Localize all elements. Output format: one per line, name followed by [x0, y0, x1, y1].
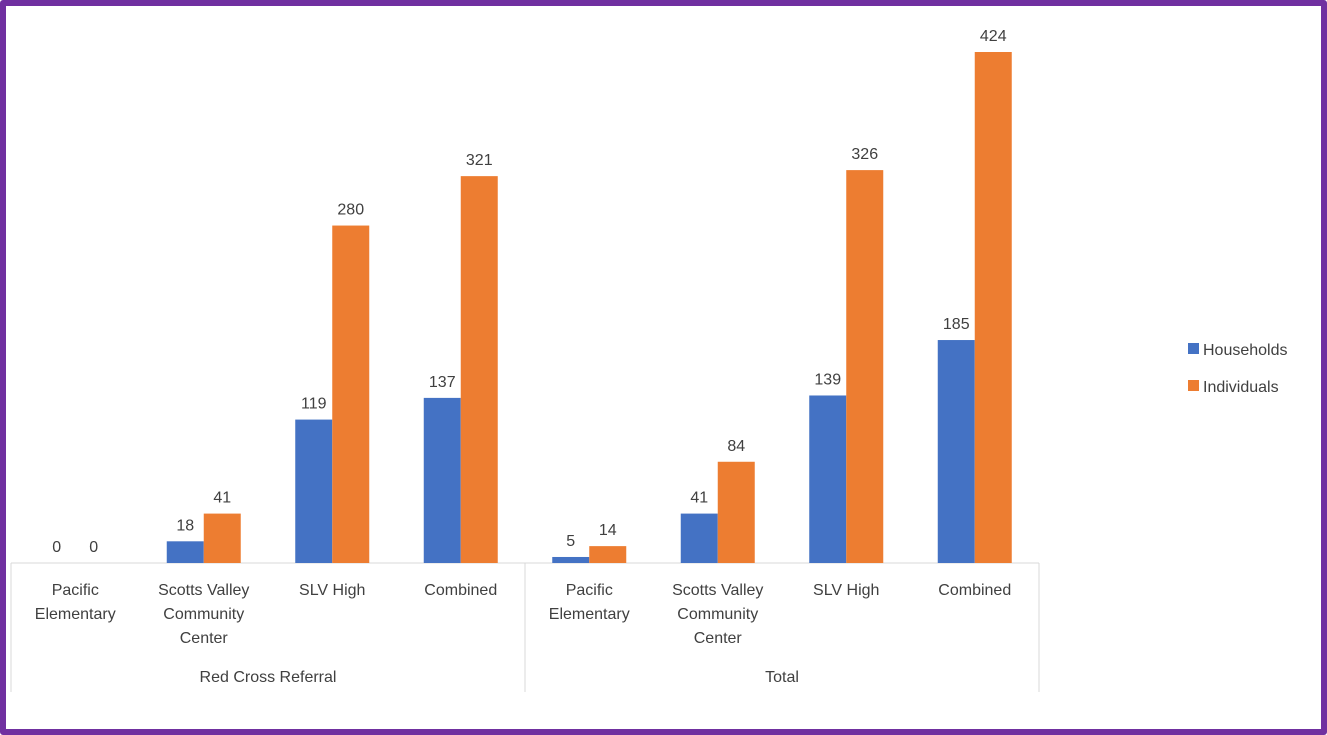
category-label-line: Pacific — [52, 582, 99, 599]
category-labels: Pacific Elementary Scotts Valley Community C… — [35, 582, 1011, 647]
category-label-line: Scotts Valley — [672, 582, 763, 599]
category-label: Combined — [424, 582, 497, 599]
individuals-bar — [974, 52, 1012, 563]
data-labels: 0 18 119 137 5 41 139 185 0 41 280 321 14 84 326 424 — [52, 28, 1006, 556]
households-bar — [552, 556, 590, 563]
households-value-label: 41 — [690, 490, 708, 507]
households-bar — [423, 397, 461, 563]
category-label-line: SLV High — [813, 582, 879, 599]
category-label: Scotts Valley Community Center — [672, 582, 763, 647]
category-label-line: Center — [180, 630, 229, 647]
group-label: Red Cross Referral — [200, 669, 337, 686]
households-value-label: 139 — [814, 371, 841, 388]
category-label-line: SLV High — [299, 582, 365, 599]
category-label-line: Center — [694, 630, 743, 647]
individuals-value-label: 0 — [89, 539, 98, 556]
category-label-line: Combined — [424, 582, 497, 599]
households-value-label: 5 — [566, 533, 575, 550]
households-value-label: 185 — [943, 316, 970, 333]
individuals-value-label: 41 — [213, 490, 231, 507]
category-label: SLV High — [299, 582, 365, 599]
households-value-label: 18 — [176, 517, 194, 534]
category-label: Scotts Valley Community Center — [158, 582, 249, 647]
individuals-bar — [460, 176, 498, 563]
individuals-value-label: 84 — [727, 438, 745, 455]
category-label: SLV High — [813, 582, 879, 599]
individuals-value-label: 14 — [599, 522, 617, 539]
individuals-bar — [846, 170, 884, 563]
individuals-value-label: 321 — [466, 152, 493, 169]
group-labels: Red Cross Referral Total — [200, 669, 799, 686]
category-label-line: Elementary — [549, 606, 630, 623]
individuals-value-label: 280 — [337, 202, 364, 219]
individuals-bar — [589, 546, 627, 563]
category-label: Pacific Elementary — [549, 582, 630, 623]
households-legend-label: Households — [1203, 342, 1288, 359]
legend: Households Individuals — [1188, 342, 1288, 396]
category-label: Combined — [938, 582, 1011, 599]
households-bar — [166, 541, 204, 563]
category-label-line: Elementary — [35, 606, 116, 623]
category-label-line: Community — [163, 606, 244, 623]
bars — [166, 52, 1012, 563]
group-label: Total — [765, 669, 799, 686]
category-label: Pacific Elementary — [35, 582, 116, 623]
individuals-value-label: 326 — [851, 146, 878, 163]
households-value-label: 137 — [429, 374, 456, 391]
individuals-bar — [717, 461, 755, 563]
households-legend-swatch — [1188, 343, 1199, 354]
individuals-bar — [332, 225, 370, 563]
category-label-line: Combined — [938, 582, 1011, 599]
households-bar — [809, 395, 847, 563]
households-bar — [937, 340, 975, 563]
individuals-legend-swatch — [1188, 380, 1199, 391]
individuals-legend-label: Individuals — [1203, 379, 1279, 396]
individuals-value-label: 424 — [980, 28, 1007, 45]
category-label-line: Community — [677, 606, 758, 623]
households-bar — [680, 513, 718, 563]
households-value-label: 119 — [301, 396, 327, 413]
category-label-line: Scotts Valley — [158, 582, 249, 599]
households-value-label: 0 — [52, 539, 61, 556]
individuals-bar — [203, 513, 241, 563]
households-bar — [295, 419, 333, 563]
category-label-line: Pacific — [566, 582, 613, 599]
